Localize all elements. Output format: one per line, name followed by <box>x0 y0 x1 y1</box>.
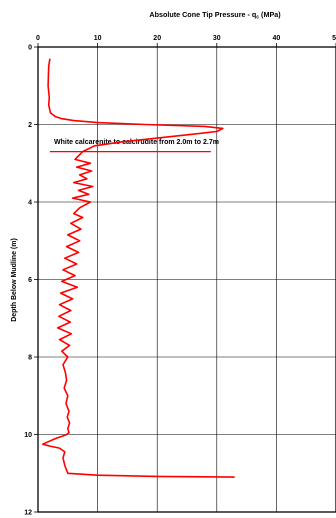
y-tick-label: 0 <box>28 45 32 52</box>
x-tick-label: 20 <box>153 35 161 42</box>
y-tick-label: 12 <box>24 510 32 517</box>
chart-title: Absolute Cone Tip Pressure - qc (MPa) <box>149 10 281 21</box>
x-tick-label: 40 <box>273 35 281 42</box>
y-tick-label: 2 <box>28 122 32 129</box>
series-layer <box>41 58 235 478</box>
annotation-text: White calcarenite to calcirudite from 2.… <box>54 139 219 146</box>
y-axis-label: Depth Below Mudline (m) <box>11 238 18 322</box>
y-tick-label: 10 <box>24 432 32 439</box>
x-tick-label: 0 <box>36 35 40 42</box>
chart-title-subscript: c <box>256 15 259 21</box>
series-line <box>41 58 235 478</box>
chart-title-main: Absolute Cone Tip Pressure - q <box>149 10 256 19</box>
y-tick-label: 4 <box>28 200 32 207</box>
y-tick-label: 6 <box>28 277 32 284</box>
chart-title-units: (MPa) <box>259 10 281 19</box>
x-tick-label: 50 <box>332 35 336 42</box>
y-tick-label: 8 <box>28 355 32 362</box>
x-tick-label: 10 <box>94 35 102 42</box>
axis-ticks: 0 10 20 30 40 50 0 2 4 6 8 10 12 <box>24 35 336 517</box>
x-tick-label: 30 <box>213 35 221 42</box>
grid <box>37 46 336 513</box>
plot-area-frame <box>37 46 336 513</box>
